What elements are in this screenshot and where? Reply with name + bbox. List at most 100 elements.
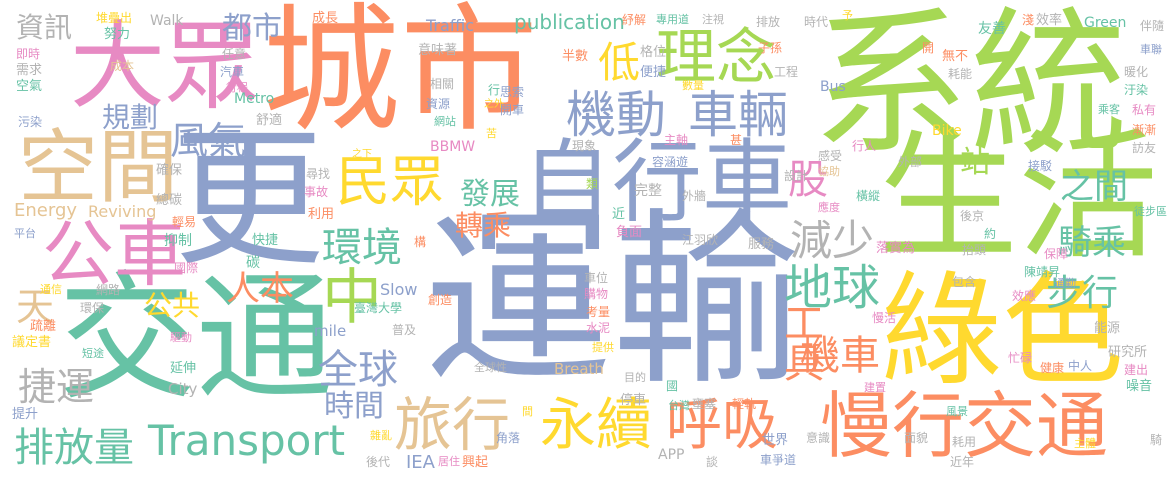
word-qingyi: 輕易	[172, 215, 197, 229]
word-duantu: 短途	[82, 347, 104, 360]
word-tongqin: 通勤	[1054, 277, 1076, 290]
word-yishi: 意識	[806, 431, 831, 445]
word-dazhong: 大眾	[70, 12, 261, 122]
word-jianzhi: 建置	[864, 381, 886, 394]
word-zhixia: 之下	[352, 149, 372, 160]
word-zaluan: 雜亂	[370, 429, 392, 442]
word-xiaoying: 效應	[1012, 289, 1037, 303]
word-jianchu: 建出	[1124, 363, 1149, 377]
word-kuaijie: 快捷	[252, 233, 279, 248]
word-lvse: 綠色	[880, 260, 1124, 402]
word-qiche: 汽車	[220, 65, 245, 79]
word-publication: publication	[514, 10, 625, 34]
word-zhuanyongdao: 專用道	[656, 13, 689, 26]
word-gewei: 格位	[640, 45, 667, 60]
word-lvxing: 旅行	[394, 391, 511, 459]
word-xiangguan: 相關	[430, 77, 455, 91]
word-xunzhao: 尋找	[306, 167, 331, 181]
word-jishi: 即時	[16, 47, 41, 61]
word-fuwu: 服務	[748, 237, 775, 252]
word-xuqiu: 需求	[16, 63, 43, 78]
word-xingren: 行人	[852, 139, 877, 153]
word-yue: 約	[984, 227, 997, 241]
word-waibu: 外部	[898, 155, 923, 169]
word-jiaotong: 交通	[58, 258, 335, 419]
word-tingche: 停車	[620, 393, 647, 408]
word-yongse: 壅塞	[692, 397, 717, 411]
word-qi: 騎	[1150, 433, 1163, 447]
word-wuran2: 汙染	[1124, 83, 1149, 97]
word-jin: 近	[612, 207, 626, 222]
word-fengqi: 風氣	[170, 119, 247, 163]
word-zaoyin: 噪音	[1126, 379, 1153, 394]
word-shujie: 紓解	[622, 13, 647, 27]
word-gu: 股	[788, 157, 828, 203]
word-xiaolv: 效率	[1036, 13, 1063, 28]
word-transport: Transport	[148, 416, 346, 465]
word-guo: 國	[666, 379, 679, 393]
word-shushi: 舒適	[256, 113, 283, 128]
word-zhuzhou: 主軸	[664, 133, 689, 147]
word-shenghuo: 生活	[878, 116, 1159, 279]
word-shuli: 疏離	[30, 319, 57, 334]
word-renben: 人本	[226, 269, 294, 309]
word-shijian: 時間	[324, 389, 384, 424]
word-geng: 更	[174, 113, 325, 287]
word-traffic: Traffic	[426, 16, 475, 35]
word-jian: 間	[522, 405, 533, 418]
word-lei: 類	[586, 177, 599, 191]
word-xingcheng: 行程	[226, 81, 248, 94]
word-iea: IEA	[406, 452, 435, 473]
word-app: APP	[658, 447, 685, 463]
word-jianshao: 減少	[790, 216, 875, 265]
word-zisun: 子孫	[758, 41, 783, 55]
word-juzhu: 居住	[438, 455, 460, 468]
word-bbmw: BBMW	[430, 139, 476, 155]
word-jiangyuxin: 江羽欣	[682, 233, 719, 247]
word-zhijian: 之間	[1060, 167, 1128, 207]
word-renyi: 任意	[222, 47, 247, 61]
word-kai: 開	[922, 41, 935, 55]
word-zixun: 資訊	[16, 11, 73, 44]
word-cheliang: 車輛	[688, 86, 788, 144]
word-yanjiusuo: 研究所	[1108, 345, 1148, 360]
word-luoshiwei: 落實為	[876, 241, 916, 256]
word-bianjie: 便捷	[640, 65, 667, 80]
word-fumian: 負面	[616, 225, 643, 240]
word-xianxiang: 現象	[572, 139, 597, 153]
word-wanglu: 網路	[96, 283, 121, 297]
word-manglu: 忙碌	[1008, 351, 1033, 365]
word-gongche: 公車	[42, 212, 187, 296]
word-paifangliang: 排放量	[14, 425, 134, 471]
word-linian: 理念	[656, 23, 776, 93]
word-nengyuan: 能源	[1094, 321, 1121, 336]
word-kongjian: 空間	[18, 121, 178, 214]
word-shuliang: 數量	[682, 79, 704, 92]
word-jiaoluo: 角落	[496, 431, 521, 445]
word-qudong: 驅動	[170, 331, 192, 344]
word-huanjing: 環境	[322, 225, 402, 271]
word-hengzong: 橫縱	[856, 189, 881, 203]
word-zixingche: 自行車	[522, 130, 792, 235]
word-yanshen: 延伸	[170, 361, 197, 376]
word-quanqiu: 全球	[318, 347, 398, 393]
word-buxing: 步行	[1046, 273, 1119, 314]
word-tan2: 談	[706, 455, 719, 469]
word-jiebo: 接駁	[1028, 159, 1053, 173]
word-shigu: 事故	[304, 185, 329, 199]
word-quebao: 確保	[156, 163, 183, 178]
word-kongqi: 空氣	[16, 79, 43, 94]
word-slow: Slow	[380, 280, 418, 299]
word-guoji: 國際	[174, 261, 199, 275]
word-mianmao: 面貌	[904, 431, 929, 445]
word-zhong: 中	[322, 263, 382, 333]
word-shijie: 世界	[762, 433, 789, 448]
word-qinggui: 輕軌	[732, 397, 757, 411]
word-xiezhu: 協助	[818, 165, 840, 178]
word-wubu: 無不	[942, 49, 969, 64]
word-yu: 予	[842, 9, 853, 22]
word-yongxu: 永續	[540, 393, 652, 458]
word-tan: 碳	[246, 255, 260, 271]
word-mile: mile	[314, 322, 347, 340]
